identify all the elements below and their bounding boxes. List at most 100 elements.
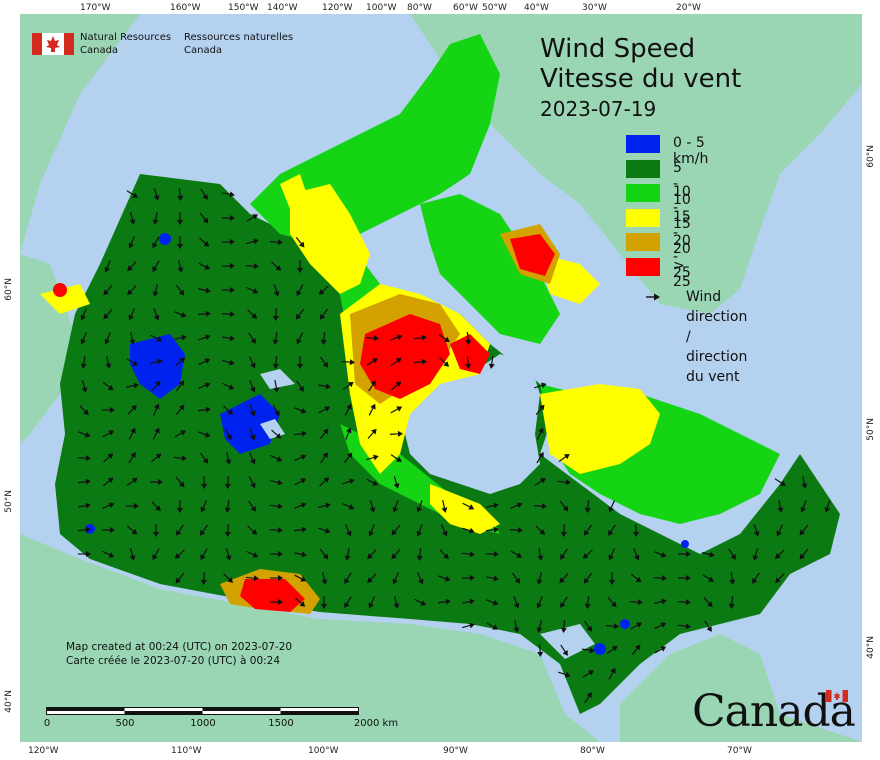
map-canvas xyxy=(20,14,862,742)
wind-arrow xyxy=(225,452,232,465)
wind-arrow xyxy=(127,261,137,272)
wind-arrow xyxy=(702,574,714,582)
lat-label: 50°N xyxy=(866,418,876,441)
wind-arrow xyxy=(318,502,331,509)
wind-arrow xyxy=(294,478,307,486)
wind-arrow xyxy=(295,236,305,248)
wind-arrow xyxy=(126,382,139,389)
wind-arrow xyxy=(102,477,114,487)
wind-arrow xyxy=(273,284,280,297)
lon-label: 100°W xyxy=(366,3,397,13)
wind-arrow xyxy=(368,380,376,392)
wind-arrow xyxy=(462,622,475,629)
wind-arrow xyxy=(248,356,256,369)
wind-arrow xyxy=(535,525,546,535)
lon-label: 100°W xyxy=(308,746,339,756)
wind-arrow xyxy=(367,428,377,439)
wind-arrow xyxy=(631,644,641,656)
wind-arrow xyxy=(246,286,259,294)
wind-arrow xyxy=(175,284,185,296)
wind-arrow xyxy=(512,572,521,584)
wind-arrow xyxy=(295,597,306,607)
wind-arrow xyxy=(150,358,163,365)
wind-arrow xyxy=(198,334,211,341)
great-lakes xyxy=(540,624,595,659)
wind-arrow xyxy=(318,285,329,295)
wind-arrow xyxy=(345,427,352,440)
wind-arrow xyxy=(465,331,472,345)
wind-arrow xyxy=(175,477,185,488)
wind-arrow xyxy=(127,285,137,296)
wind-arrow xyxy=(461,551,475,558)
wind-arrow xyxy=(775,573,785,584)
wind-arrow xyxy=(272,404,280,417)
calm-spot xyxy=(681,540,689,548)
wind-arrow xyxy=(510,550,523,558)
wind-arrow xyxy=(319,548,329,560)
wind-arrow xyxy=(392,572,399,585)
wind-arrow xyxy=(536,452,544,464)
wind-arrow xyxy=(294,407,307,414)
wind-arrow xyxy=(150,453,162,463)
wind-arrow xyxy=(584,595,591,609)
wind-arrow xyxy=(558,671,571,678)
wind-arrow xyxy=(393,476,400,489)
wind-arrow xyxy=(198,287,211,294)
lon-label: 160°W xyxy=(170,3,201,13)
lon-label: 120°W xyxy=(28,746,59,756)
calm-great-slave xyxy=(130,334,185,399)
wind-arrow xyxy=(174,311,187,318)
wind-arrow xyxy=(319,308,329,320)
wind-arrow xyxy=(533,503,547,510)
wind-arrow xyxy=(295,308,305,320)
agency-name-en: Natural Resources Canada xyxy=(80,31,190,57)
wind-arrow xyxy=(198,358,211,366)
wind-arrow xyxy=(345,524,352,537)
wind-arrow xyxy=(150,334,163,342)
wind-arrow xyxy=(81,380,88,393)
wind-arrow xyxy=(176,499,183,513)
gale-baffin xyxy=(510,234,555,276)
wind-arrow xyxy=(200,500,207,513)
wind-arrow xyxy=(702,551,715,558)
wind-arrow xyxy=(344,403,352,416)
lon-label: 110°W xyxy=(171,746,202,756)
wind-arrow xyxy=(485,526,499,533)
wind-arrow xyxy=(224,475,231,489)
wind-arrow xyxy=(560,523,567,537)
wind-arrow xyxy=(271,261,282,271)
wind-map-svg xyxy=(20,14,862,742)
legend-label: 20 - 25 xyxy=(673,233,691,281)
wind-arrow xyxy=(800,500,807,513)
wind-arrow xyxy=(319,477,330,487)
wind-arrow xyxy=(677,599,691,606)
wind-arrow xyxy=(224,523,231,537)
wind-arrow xyxy=(128,427,136,440)
fresh-islands-west xyxy=(280,174,310,209)
wind-arrow xyxy=(293,551,307,558)
wind-arrow xyxy=(461,574,475,581)
wind-arrow xyxy=(175,380,185,392)
arrow-icon xyxy=(646,293,660,301)
wind-arrow xyxy=(77,502,91,509)
wind-arrow xyxy=(414,598,427,606)
wind-arrow xyxy=(271,429,282,439)
lat-label: 40°N xyxy=(4,690,14,713)
wind-arrow xyxy=(393,596,400,609)
wind-arrow xyxy=(104,260,111,273)
wind-arrow xyxy=(128,308,136,321)
legend-swatch xyxy=(626,184,660,202)
lon-label: 30°W xyxy=(582,3,607,13)
wind-arrow xyxy=(729,571,736,585)
lat-label: 40°N xyxy=(866,636,876,659)
wind-arrow xyxy=(151,501,161,512)
wind-arrow xyxy=(513,596,520,609)
wind-arrow xyxy=(439,549,449,560)
lat-label: 60°N xyxy=(866,145,876,168)
wind-arrow xyxy=(77,526,91,533)
legend-label: 10 - 15 xyxy=(673,184,691,232)
wind-arrow xyxy=(128,452,136,464)
wind-arrow xyxy=(127,404,137,415)
lon-label: 50°W xyxy=(482,3,507,13)
wind-arrow xyxy=(342,478,355,485)
